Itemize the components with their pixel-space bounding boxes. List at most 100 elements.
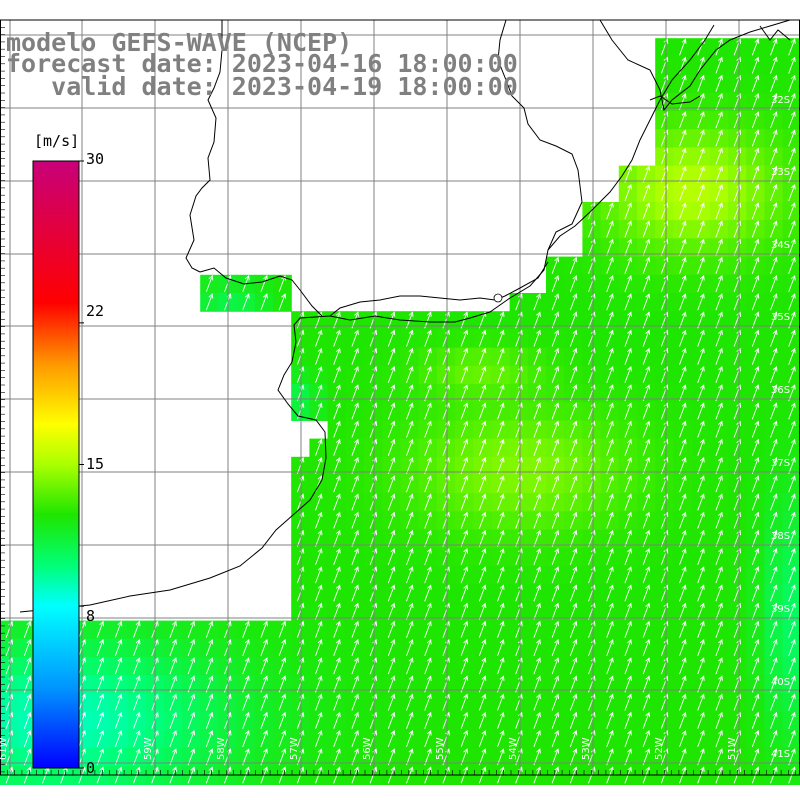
wind-arrow-head xyxy=(408,457,414,463)
wind-arrow-head xyxy=(736,165,742,172)
wind-arrow xyxy=(515,712,523,729)
wind-arrow xyxy=(569,293,577,311)
wind-arrow-head xyxy=(572,256,578,263)
wind-arrow xyxy=(679,293,686,311)
wind-arrow-head xyxy=(627,584,632,590)
wind-arrow-head xyxy=(426,420,432,427)
wind-arrow-head xyxy=(718,657,723,663)
wind-arrow-head xyxy=(572,457,578,463)
wind-arrow-head xyxy=(772,129,778,135)
wind-arrow xyxy=(296,748,304,766)
wind-arrow xyxy=(5,639,13,657)
wind-arrow-head xyxy=(718,111,723,117)
wind-arrow-head xyxy=(317,366,323,372)
wind-arrow xyxy=(606,712,614,729)
wind-arrow-head xyxy=(699,420,705,427)
wind-arrow xyxy=(642,421,650,438)
wind-arrow-head xyxy=(699,74,705,81)
wind-arrow-head xyxy=(99,693,105,700)
wind-arrow-head xyxy=(426,529,432,536)
wind-arrow-head xyxy=(754,147,760,154)
wind-arrow xyxy=(351,366,359,384)
wind-arrow-head xyxy=(681,693,687,700)
wind-arrow xyxy=(679,639,686,657)
wind-arrow-head xyxy=(426,748,432,754)
wind-arrow-head xyxy=(26,748,32,754)
wind-arrow-head xyxy=(754,238,760,245)
wind-arrow-head xyxy=(517,457,523,463)
colorbar-tick-22: 22 xyxy=(86,302,105,320)
wind-arrow xyxy=(751,384,759,402)
wind-arrow-head xyxy=(772,402,778,408)
wind-arrow-head xyxy=(208,748,214,754)
wind-arrow-head xyxy=(645,657,651,663)
wind-arrow-head xyxy=(790,74,796,81)
wind-arrow xyxy=(296,585,304,602)
wind-arrow xyxy=(497,566,504,584)
wind-arrow-head xyxy=(772,493,778,499)
wind-arrow-head xyxy=(590,420,596,427)
wind-arrow-head xyxy=(645,293,651,299)
wind-arrow-head xyxy=(408,711,414,718)
wind-arrow xyxy=(387,530,395,547)
wind-arrow xyxy=(697,748,705,766)
wind-arrow-head xyxy=(754,93,760,99)
wind-arrow xyxy=(296,366,304,384)
wind-arrow-head xyxy=(754,256,760,263)
wind-arrow xyxy=(260,293,268,311)
wind-arrow-head xyxy=(517,511,523,518)
wind-arrow xyxy=(624,439,632,456)
wind-arrow-head xyxy=(699,220,705,226)
wind-arrow xyxy=(497,384,504,402)
wind-arrow xyxy=(606,348,614,365)
wind-arrow xyxy=(715,384,723,402)
wind-arrow-head xyxy=(608,475,614,481)
wind-arrow-head xyxy=(572,511,578,518)
wind-arrow-head xyxy=(390,511,396,518)
wind-arrow-head xyxy=(517,675,523,681)
wind-arrow-head xyxy=(736,620,742,627)
wind-arrow-head xyxy=(463,420,469,427)
wind-arrow-head xyxy=(354,693,359,700)
wind-arrow-head xyxy=(517,766,523,772)
wind-arrow xyxy=(460,457,468,475)
wind-arrow xyxy=(751,148,759,165)
wind-arrow xyxy=(442,475,450,493)
wind-arrow-head xyxy=(663,548,669,554)
wind-arrow xyxy=(387,603,395,620)
wind-arrow xyxy=(515,585,523,602)
wind-arrow-head xyxy=(536,420,541,427)
wind-arrow-head xyxy=(772,602,778,609)
wind-arrow-head xyxy=(645,457,651,463)
wind-arrow-head xyxy=(718,147,723,154)
wind-arrow xyxy=(551,275,559,293)
wind-arrow-head xyxy=(426,511,432,518)
wind-arrow xyxy=(533,548,541,566)
wind-arrow xyxy=(642,384,650,402)
wind-arrow xyxy=(133,621,140,638)
wind-arrow xyxy=(424,548,432,566)
wind-arrow-head xyxy=(699,111,705,117)
wind-arrow-head xyxy=(645,548,651,554)
wind-arrow xyxy=(569,585,577,602)
wind-arrow xyxy=(551,566,559,584)
wind-arrow-head xyxy=(135,675,141,681)
wind-arrow xyxy=(478,603,486,620)
wind-arrow-head xyxy=(790,147,796,154)
wind-arrow xyxy=(642,566,650,584)
wind-arrow xyxy=(551,603,559,620)
wind-arrow-head xyxy=(663,475,669,481)
wind-arrow-head xyxy=(718,293,723,299)
wind-arrow xyxy=(242,639,250,657)
wind-arrow-head xyxy=(608,748,614,754)
wind-arrow-head xyxy=(317,529,323,536)
wind-arrow xyxy=(697,384,705,402)
wind-arrow-head xyxy=(426,566,432,572)
wind-arrow-head xyxy=(499,311,505,317)
wind-arrow-head xyxy=(335,711,341,718)
wind-arrow-head xyxy=(317,748,323,754)
wind-arrow-head xyxy=(499,493,505,499)
wind-arrow xyxy=(497,621,504,638)
wind-arrow xyxy=(751,57,759,74)
wind-arrow xyxy=(478,457,486,475)
